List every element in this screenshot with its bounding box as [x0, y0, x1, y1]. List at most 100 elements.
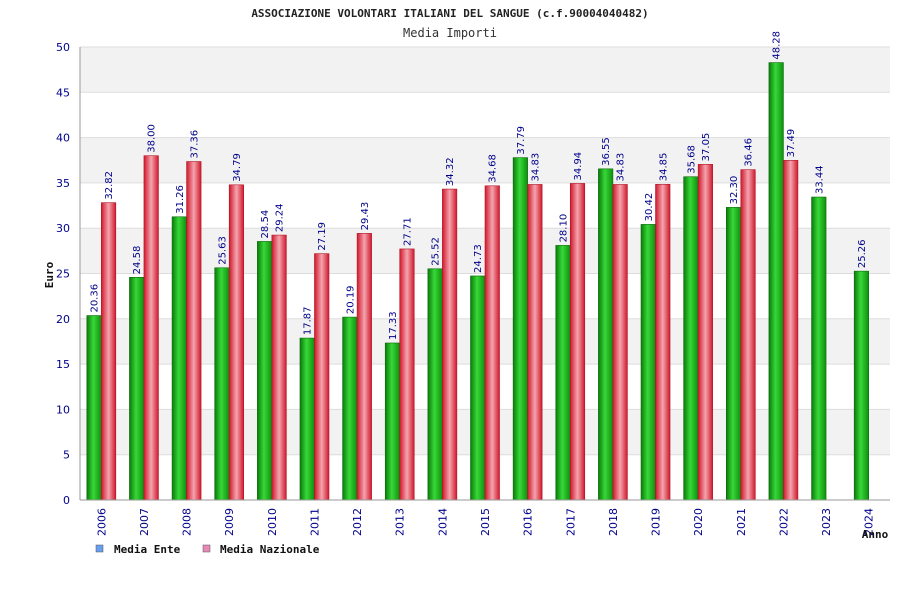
data-labels: 20.36 32.82 24.58 38.00 31.26 37.36 25.63 34.79…: [90, 31, 868, 340]
x-tick-label: 2012: [351, 508, 364, 536]
data-label: 35.68: [686, 145, 697, 174]
data-label: 36.55: [601, 137, 612, 166]
data-label: 29.24: [275, 203, 286, 232]
bar-media-nazionale-2009: [228, 184, 245, 501]
x-tick-label: 2021: [735, 508, 748, 536]
bar-media-nazionale-2012: [356, 233, 372, 501]
x-tick-label: 2013: [394, 508, 407, 536]
bar-media-ente-2019: [640, 224, 656, 501]
bar-media-nazionale-2014: [442, 188, 458, 501]
chart-subtitle: Media Importi: [403, 26, 497, 40]
data-label: 34.85: [658, 153, 669, 182]
data-label: 25.52: [431, 237, 442, 266]
data-label: 34.83: [616, 153, 627, 182]
x-axis-ticks: 2006 2007 2008 2009 2010 2011 2012 2013 2014 2015…: [95, 508, 875, 536]
data-label: 24.73: [473, 244, 484, 273]
y-tick-label: 40: [56, 132, 70, 145]
bar-media-ente-2023: [811, 196, 827, 501]
x-tick-label: 2022: [777, 508, 790, 536]
bar-media-ente-2017: [555, 245, 571, 501]
data-label: 17.33: [388, 311, 399, 340]
x-tick-label: 2018: [607, 508, 620, 536]
data-label: 34.83: [530, 153, 541, 182]
data-label: 17.87: [303, 306, 314, 335]
y-axis-label: Euro: [43, 261, 56, 288]
x-tick-label: 2020: [692, 508, 705, 536]
y-tick-label: 20: [56, 313, 70, 326]
data-label: 37.36: [189, 130, 200, 159]
bar-media-ente-2021: [725, 207, 742, 501]
bar-media-ente-2018: [598, 168, 614, 501]
bar-media-nazionale-2010: [271, 234, 287, 501]
bar-media-nazionale-2019: [655, 183, 671, 501]
data-label: 37.05: [701, 133, 712, 162]
bar-media-ente-2007: [129, 277, 145, 501]
bar-media-ente-2024: [853, 270, 869, 501]
y-tick-label: 0: [63, 494, 70, 507]
data-label: 48.28: [772, 31, 783, 60]
y-tick-label: 35: [56, 177, 70, 190]
x-tick-label: 2008: [181, 508, 194, 536]
y-tick-label: 15: [56, 358, 70, 371]
legend-swatch-media-nazionale: [202, 544, 211, 553]
data-label: 34.68: [488, 154, 499, 183]
chart-title: ASSOCIAZIONE VOLONTARI ITALIANI DEL SANG…: [251, 7, 648, 20]
bar-media-ente-2009: [214, 267, 230, 501]
data-label: 36.46: [744, 138, 755, 167]
bar-media-nazionale-2006: [101, 202, 117, 501]
bar-media-nazionale-2018: [612, 184, 628, 501]
bar-media-nazionale-2013: [399, 248, 415, 501]
bar-media-nazionale-2021: [740, 169, 756, 501]
x-tick-label: 2016: [522, 508, 535, 536]
legend-swatch-media-ente: [95, 544, 104, 553]
data-label: 34.79: [232, 153, 243, 182]
x-tick-label: 2009: [223, 508, 236, 536]
x-tick-label: 2014: [436, 508, 449, 536]
data-label: 34.94: [573, 152, 584, 181]
data-label: 25.26: [857, 240, 868, 269]
data-label: 31.26: [175, 185, 186, 214]
bar-media-nazionale-2020: [697, 164, 713, 501]
data-label: 25.63: [217, 236, 228, 265]
data-label: 28.10: [559, 214, 570, 243]
y-tick-label: 30: [56, 222, 70, 235]
bar-media-nazionale-2022: [783, 160, 799, 501]
data-label: 20.19: [345, 285, 356, 314]
y-tick-label: 25: [56, 268, 70, 281]
x-tick-label: 2011: [308, 508, 321, 536]
data-label: 27.19: [317, 222, 328, 251]
plot-band: [80, 137, 890, 183]
x-tick-label: 2023: [820, 508, 833, 536]
bar-media-nazionale-2008: [186, 161, 202, 501]
legend: Media Ente Media Nazionale: [95, 543, 320, 556]
bar-media-nazionale-2011: [314, 253, 330, 501]
bar-media-nazionale-2007: [143, 155, 159, 501]
data-label: 34.32: [445, 157, 456, 186]
data-label: 37.49: [786, 129, 797, 158]
x-tick-label: 2006: [95, 508, 108, 536]
data-label: 27.71: [402, 217, 413, 246]
bar-media-ente-2012: [342, 316, 358, 501]
data-label: 32.82: [104, 171, 115, 200]
x-axis-label: Anno: [862, 528, 889, 541]
y-tick-label: 50: [56, 41, 70, 54]
bars: [86, 62, 869, 501]
bar-media-ente-2016: [512, 157, 528, 501]
legend-label-media-nazionale: Media Nazionale: [220, 543, 320, 556]
bar-media-ente-2010: [257, 241, 273, 501]
bar-media-nazionale-2016: [527, 184, 543, 501]
bar-media-nazionale-2017: [569, 183, 586, 501]
plot-band: [80, 47, 890, 93]
data-label: 38.00: [147, 124, 158, 153]
bar-media-ente-2014: [427, 268, 443, 501]
plot-band: [80, 92, 890, 138]
y-tick-label: 45: [56, 86, 70, 99]
x-tick-label: 2024: [863, 508, 876, 536]
legend-label-media-ente: Media Ente: [114, 543, 181, 556]
data-label: 24.58: [132, 246, 143, 275]
bar-media-ente-2008: [171, 216, 187, 501]
x-tick-label: 2015: [479, 508, 492, 536]
data-label: 28.54: [260, 210, 271, 239]
bar-media-nazionale-2015: [484, 185, 500, 501]
